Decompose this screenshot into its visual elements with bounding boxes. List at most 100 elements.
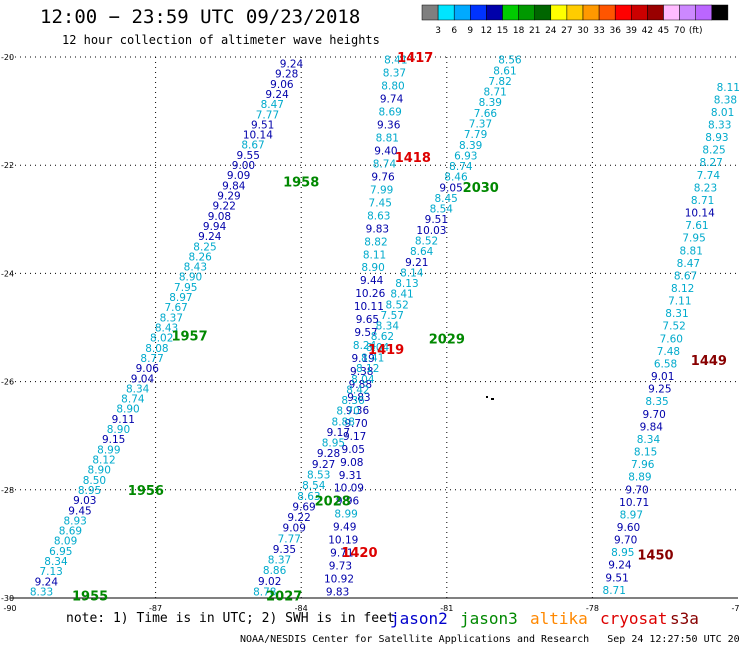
swh-value: 9.02 (258, 576, 281, 588)
swh-track: 8.418.378.809.748.699.368.819.408.749.76… (324, 55, 408, 599)
swh-value: 10.26 (355, 288, 385, 300)
swh-value: 6.93 (454, 150, 477, 162)
stray-mark (491, 398, 494, 400)
swh-value: 8.78 (253, 587, 276, 599)
swh-value: 9.28 (275, 69, 298, 81)
swh-value: 8.70 (336, 406, 359, 418)
swh-value: 9.22 (213, 201, 236, 213)
swh-value: 8.88 (332, 416, 355, 428)
swh-value: 9.27 (312, 459, 335, 471)
swh-value: 9.17 (327, 427, 350, 439)
swh-value: 8.71 (603, 585, 626, 597)
swh-value: 8.95 (78, 485, 101, 497)
pass-time-label: 1417 (397, 51, 433, 66)
swh-value: 8.45 (434, 193, 457, 205)
swh-value: 8.63 (297, 491, 320, 503)
swh-value: 9.06 (270, 79, 294, 91)
swh-value: 8.62 (371, 331, 394, 343)
swh-value: 10.92 (324, 574, 354, 586)
swh-value: 9.83 (326, 587, 349, 599)
color-swatch (711, 4, 729, 21)
color-scale-label: 36 (609, 26, 621, 36)
color-scale-label: 9 (467, 26, 473, 36)
swh-value: 8.33 (30, 587, 53, 599)
swh-value: 8.54 (302, 480, 326, 492)
swh-value: 8.31 (665, 308, 688, 320)
swh-value: 8.71 (483, 87, 506, 99)
x-tick-label: -75 (731, 604, 740, 612)
swh-value: 7.37 (469, 119, 492, 131)
swh-value: 9.08 (340, 457, 363, 469)
swh-value: 8.90 (179, 272, 202, 284)
swh-value: 8.52 (415, 236, 438, 248)
swh-value: 9.19 (351, 353, 374, 365)
swh-value: 7.60 (660, 333, 683, 345)
swh-value: 8.04 (351, 374, 375, 386)
swh-value: 9.45 (68, 505, 91, 517)
swh-value: 8.35 (645, 396, 668, 408)
pass-time-label: 1449 (691, 354, 727, 369)
swh-value: 9.38 (350, 366, 373, 378)
swh-value: 7.45 (369, 197, 392, 209)
swh-value: 8.52 (385, 299, 408, 311)
swh-value: 9.83 (347, 392, 370, 404)
swh-value: 9.24 (35, 576, 59, 588)
swh-value: 9.88 (349, 379, 372, 391)
swh-value: 9.65 (356, 314, 379, 326)
pass-time-label: 2029 (429, 332, 465, 347)
swh-value: 8.25 (193, 241, 216, 253)
swh-value: 7.99 (370, 184, 393, 196)
swh-value: 8.12 (671, 283, 694, 295)
swh-value: 8.34 (44, 556, 68, 568)
swh-value: 8.56 (498, 55, 522, 67)
swh-value: 9.22 (287, 512, 310, 524)
swh-value: 10.09 (334, 483, 364, 495)
swh-value: 9.00 (232, 160, 255, 172)
swh-value: 8.02 (150, 333, 173, 345)
pass-time-label: 1958 (283, 175, 319, 190)
swh-value: 8.47 (261, 99, 284, 111)
y-tick-label: -28 (1, 486, 14, 495)
pass-time-label: 2030 (463, 181, 499, 196)
swh-value: 9.57 (354, 327, 377, 339)
swh-value: 9.06 (136, 363, 160, 375)
color-scale-label: 42 (642, 26, 653, 36)
swh-value: 8.39 (479, 97, 502, 109)
swh-value: 10.14 (243, 130, 273, 142)
credit-line: NOAA/NESDIS Center for Satellite Applica… (240, 634, 740, 645)
y-tick-label: -26 (1, 378, 14, 387)
swh-value: 8.67 (674, 270, 697, 282)
swh-value: 9.70 (642, 409, 665, 421)
pass-time-label: 2028 (315, 495, 351, 510)
swh-value: 10.03 (416, 225, 446, 237)
legend-s3a: s3a (670, 609, 699, 628)
color-scale-label: 12 (481, 26, 492, 36)
swh-value: 8.69 (59, 526, 82, 538)
swh-value: 9.40 (374, 146, 397, 158)
color-scale-label: 18 (513, 26, 525, 36)
color-scale-label: 15 (497, 26, 508, 36)
swh-value: 8.53 (307, 470, 330, 482)
swh-value: 8.39 (459, 140, 482, 152)
swh-value: 7.77 (278, 533, 301, 545)
swh-value: 8.34 (637, 434, 661, 446)
pass-time-label: 1450 (637, 549, 673, 564)
swh-value: 9.17 (343, 431, 366, 443)
altimeter-plot: -90 -87 -84 -81 -78 -75 -20 -22 -24 -26 -28 -30 9.24… (1, 51, 740, 612)
swh-value: 8.41 (361, 353, 384, 365)
swh-value: 9.49 (333, 522, 356, 534)
swh-value: 7.48 (657, 346, 680, 358)
y-tick-label: -30 (1, 594, 14, 603)
pass-time-label: 1957 (171, 330, 207, 345)
pass-time-label: 1956 (128, 484, 164, 499)
x-tick-label: -81 (440, 604, 453, 612)
swh-value: 8.97 (169, 292, 192, 304)
swh-value: 9.69 (292, 501, 315, 513)
swh-value: 9.36 (377, 120, 401, 132)
color-scale-label: 27 (561, 26, 572, 36)
legend-cryosat: cryosat (600, 609, 668, 628)
swh-value: 7.11 (668, 296, 691, 308)
swh-value: 9.03 (73, 495, 96, 507)
swh-value: 8.38 (714, 94, 737, 106)
pass-time-label: 1420 (341, 546, 377, 561)
